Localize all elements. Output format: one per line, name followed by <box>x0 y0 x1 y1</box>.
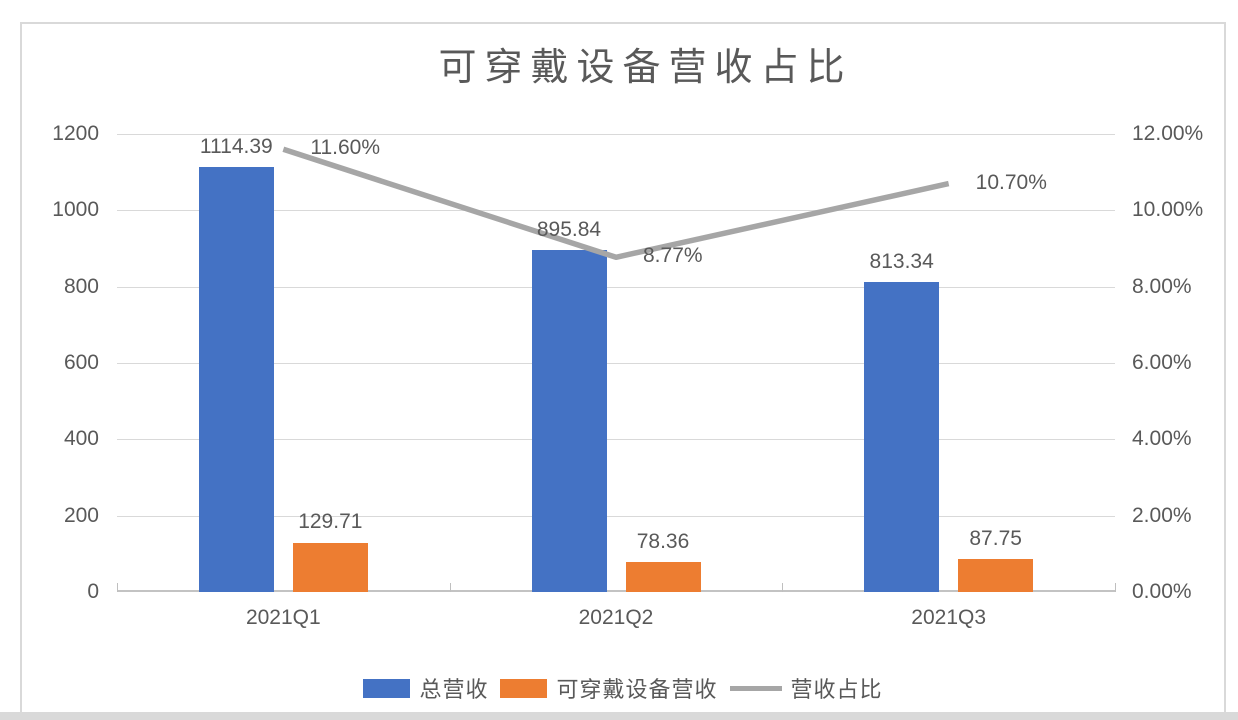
left-axis-tick-label: 0 <box>87 580 99 603</box>
bar-total-revenue-2021Q3 <box>864 281 940 592</box>
category-axis-line <box>117 590 1115 592</box>
line-data-label: 8.77% <box>643 244 703 268</box>
legend-label-total-revenue: 总营收 <box>419 677 489 702</box>
category-axis-tick <box>782 583 783 592</box>
left-axis-tick-label: 1000 <box>52 198 99 222</box>
chart-title: 可穿戴设备营收占比 <box>438 47 853 89</box>
bar-data-label: 78.36 <box>636 530 690 554</box>
legend: 总营收 可穿戴设备营收 营收占比 <box>22 672 1224 704</box>
right-axis-tick-label: 0.00% <box>1132 580 1192 603</box>
bar-data-label: 87.75 <box>969 526 1022 550</box>
plot-area <box>117 134 1116 592</box>
category-label: 2021Q3 <box>911 606 987 629</box>
ratio-line <box>282 146 950 261</box>
legend-swatch-total-revenue <box>363 678 411 698</box>
category-label: 2021Q2 <box>578 606 654 629</box>
bar-data-label: 1114.39 <box>199 134 273 158</box>
line-data-label: 11.60% <box>310 136 380 160</box>
right-axis-tick-label: 10.00% <box>1132 198 1204 222</box>
bar-wearable-revenue-2021Q2 <box>625 562 701 592</box>
legend-item-wearable-revenue: 可穿戴设备营收 <box>500 672 717 704</box>
bar-total-revenue-2021Q1 <box>198 166 274 592</box>
gridline <box>117 515 1115 517</box>
category-axis-tick <box>450 583 451 592</box>
right-axis-tick-label: 2.00% <box>1132 503 1192 527</box>
legend-item-revenue-ratio: 营收占比 <box>729 672 883 704</box>
line-data-label: 10.70% <box>975 170 1047 194</box>
bar-wearable-revenue-2021Q1 <box>292 542 368 592</box>
category-label: 2021Q1 <box>245 606 321 629</box>
category-axis-tick <box>1115 583 1116 592</box>
left-axis-tick-label: 800 <box>63 274 99 298</box>
gridline <box>117 439 1115 441</box>
legend-label-wearable-revenue: 可穿戴设备营收 <box>556 677 718 702</box>
gridline <box>117 286 1115 288</box>
gridline <box>117 363 1115 364</box>
right-axis-tick-label: 8.00% <box>1132 274 1192 298</box>
left-axis-tick-label: 200 <box>63 503 99 527</box>
ratio-line-series <box>282 146 950 261</box>
legend-item-total-revenue: 总营收 <box>363 672 488 704</box>
bottom-strip <box>0 712 1238 720</box>
category-axis-tick <box>117 583 118 592</box>
right-axis-tick-label: 4.00% <box>1132 427 1192 451</box>
bar-wearable-revenue-2021Q3 <box>958 558 1034 592</box>
right-axis-tick-label: 6.00% <box>1132 351 1192 374</box>
bar-data-label: 129.71 <box>298 510 363 534</box>
bar-total-revenue-2021Q2 <box>531 250 607 592</box>
left-axis-tick-label: 1200 <box>52 122 99 145</box>
legend-swatch-revenue-ratio <box>729 685 782 691</box>
left-axis-tick-label: 400 <box>63 427 99 451</box>
gridline <box>117 134 1115 135</box>
legend-swatch-wearable-revenue <box>500 678 548 698</box>
bar-data-label: 895.84 <box>536 218 602 242</box>
bar-data-label: 813.34 <box>869 249 934 273</box>
gridline <box>117 210 1115 212</box>
left-axis-tick-label: 600 <box>63 351 99 374</box>
legend-label-revenue-ratio: 营收占比 <box>790 677 883 702</box>
chart-frame: 可穿戴设备营收占比 总营收 可穿戴设备营收 营收占比 0 0.00% 200 2.00% 4… <box>20 22 1226 712</box>
right-axis-tick-label: 12.00% <box>1132 122 1204 145</box>
